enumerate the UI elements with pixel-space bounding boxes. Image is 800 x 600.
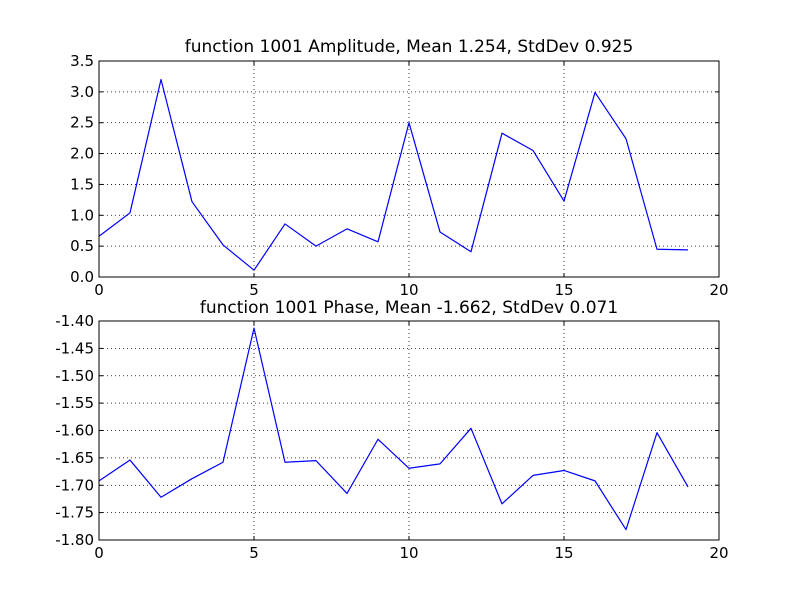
phase-xtick-label: 5 — [249, 544, 259, 562]
amplitude-xtick-label: 0 — [94, 281, 104, 299]
phase-ytick-label: -1.75 — [55, 504, 94, 522]
phase-ytick-label: -1.60 — [55, 422, 94, 440]
phase-ytick-label: -1.50 — [55, 367, 94, 385]
phase-series-line — [98, 327, 689, 531]
phase-panel: function 1001 Phase, Mean -1.662, StdDev… — [55, 298, 728, 562]
phase-ytick-label: -1.55 — [55, 394, 94, 412]
phase-ytick-label: -1.80 — [55, 531, 94, 549]
amplitude-panel: function 1001 Amplitude, Mean 1.254, Std… — [70, 37, 728, 299]
amplitude-ytick-label: 2.5 — [70, 114, 94, 132]
amplitude-ytick-label: 3.5 — [70, 52, 94, 70]
phase-ytick-label: -1.70 — [55, 476, 94, 494]
amplitude-xtick-label: 15 — [554, 281, 573, 299]
phase-ytick-label: -1.65 — [55, 449, 94, 467]
amplitude-xtick-label: 10 — [399, 281, 418, 299]
amplitude-title: function 1001 Amplitude, Mean 1.254, Std… — [185, 37, 634, 57]
phase-xtick-label: 15 — [554, 544, 573, 562]
phase-ytick-label: -1.40 — [55, 312, 94, 330]
amplitude-ytick-label: 1.5 — [70, 175, 94, 193]
phase-xtick-label: 20 — [709, 544, 728, 562]
amplitude-ytick-label: 3.0 — [70, 83, 94, 101]
amplitude-ytick-label: 1.0 — [70, 206, 94, 224]
amplitude-ytick-label: 0.0 — [70, 268, 94, 286]
amplitude-ytick-label: 0.5 — [70, 237, 94, 255]
amplitude-xtick-label: 20 — [709, 281, 728, 299]
phase-xtick-label: 0 — [94, 544, 104, 562]
phase-xtick-label: 10 — [399, 544, 418, 562]
amplitude-ytick-label: 2.0 — [70, 145, 94, 163]
amplitude-xtick-label: 5 — [249, 281, 259, 299]
phase-title: function 1001 Phase, Mean -1.662, StdDev… — [200, 298, 618, 318]
amplitude-series-line — [98, 78, 689, 271]
phase-ytick-label: -1.45 — [55, 339, 94, 357]
